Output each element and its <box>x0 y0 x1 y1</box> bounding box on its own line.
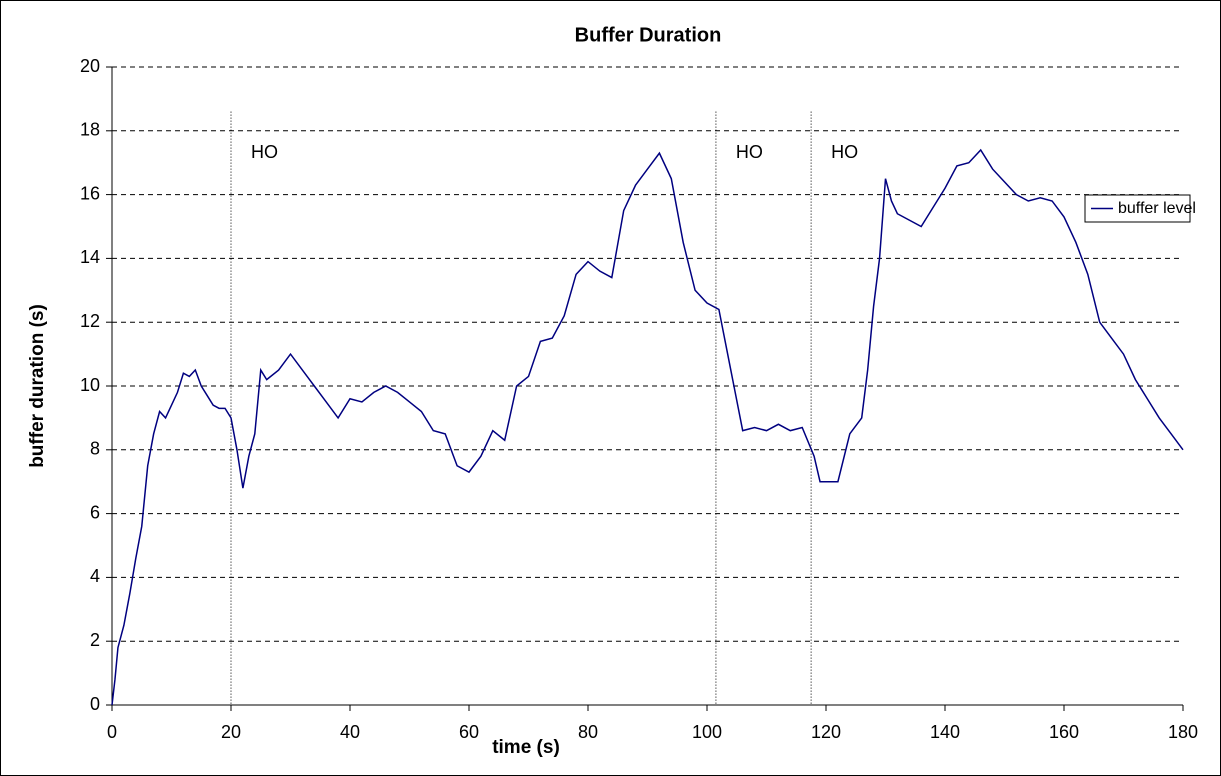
x-tick-label: 160 <box>1049 722 1079 742</box>
line-series <box>111 148 1184 706</box>
y-tick-label: 10 <box>80 375 100 395</box>
x-tick-label: 120 <box>811 722 841 742</box>
x-tick-label: 0 <box>107 722 117 742</box>
y-tick-label: 20 <box>80 56 100 76</box>
y-tick-label: 16 <box>80 183 100 203</box>
annotation: HO <box>736 142 763 162</box>
x-tick-label: 140 <box>930 722 960 742</box>
y-tick-label: 12 <box>80 311 100 331</box>
y-tick-label: 18 <box>80 120 100 140</box>
y-tick-label: 14 <box>80 247 100 267</box>
y-tick-label: 6 <box>90 502 100 522</box>
x-tick-label: 180 <box>1168 722 1198 742</box>
chart-title: Buffer Duration <box>575 24 722 46</box>
x-tick-label: 100 <box>692 722 722 742</box>
x-axis-label: time (s) <box>492 737 560 758</box>
annotation: HO <box>251 142 278 162</box>
y-tick-label: 2 <box>90 630 100 650</box>
annotation: HO <box>831 142 858 162</box>
x-tick-label: 40 <box>340 722 360 742</box>
x-tick-label: 20 <box>221 722 241 742</box>
x-tick-label: 60 <box>459 722 479 742</box>
y-axis-label: buffer duration (s) <box>27 304 48 468</box>
y-tick-label: 4 <box>90 566 100 586</box>
y-tick-label: 8 <box>90 439 100 459</box>
x-tick-label: 80 <box>578 722 598 742</box>
y-tick-label: 0 <box>90 694 100 714</box>
legend-label: buffer level <box>1118 200 1196 217</box>
